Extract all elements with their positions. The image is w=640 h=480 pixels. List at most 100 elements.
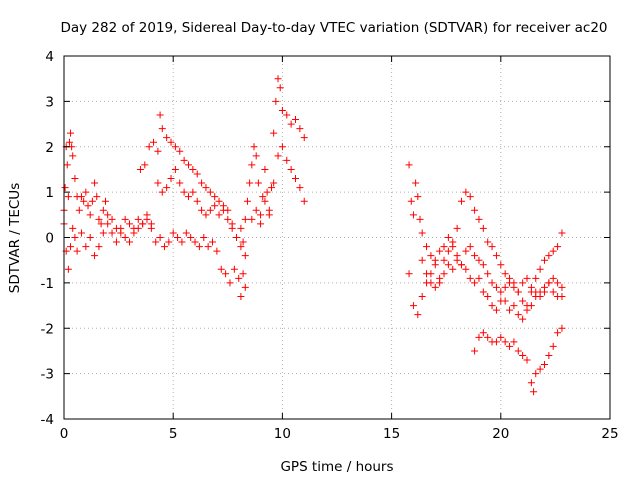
data-point <box>276 84 284 92</box>
data-point <box>532 292 540 300</box>
data-point <box>462 265 470 273</box>
data-point <box>237 243 245 251</box>
data-point <box>261 197 269 205</box>
y-tick-labels: -4 -3 -2 -1 0 1 2 3 4 <box>41 49 54 428</box>
data-point <box>237 224 245 232</box>
data-point <box>126 220 134 228</box>
data-point <box>510 302 518 310</box>
data-point <box>479 288 487 296</box>
x-tick-label: 0 <box>60 426 69 442</box>
data-point <box>267 184 275 192</box>
data-point <box>407 197 415 205</box>
data-point <box>180 156 188 164</box>
data-point <box>292 116 300 124</box>
data-point <box>488 302 496 310</box>
data-point <box>239 270 247 278</box>
data-point <box>506 306 514 314</box>
data-point <box>405 270 413 278</box>
data-point <box>510 283 518 291</box>
data-point <box>263 188 271 196</box>
data-point <box>206 188 214 196</box>
x-tick-label: 25 <box>601 426 618 442</box>
data-point <box>536 288 544 296</box>
data-point <box>540 256 548 264</box>
data-point <box>156 111 164 119</box>
data-point <box>239 238 247 246</box>
data-point <box>160 243 168 251</box>
data-point <box>165 238 173 246</box>
data-point <box>278 143 286 151</box>
data-point <box>274 75 282 83</box>
data-point <box>202 184 210 192</box>
data-point <box>93 193 101 201</box>
data-point <box>414 193 422 201</box>
data-point <box>466 193 474 201</box>
data-point <box>540 361 548 369</box>
data-point <box>436 279 444 287</box>
data-point <box>134 224 142 232</box>
data-point <box>457 261 465 269</box>
data-point <box>554 243 562 251</box>
series-track-b <box>60 215 155 273</box>
data-point <box>248 215 256 223</box>
data-point <box>466 274 474 282</box>
data-point <box>270 179 278 187</box>
data-point <box>84 202 92 210</box>
y-tick-label: -4 <box>41 412 54 428</box>
data-point <box>510 338 518 346</box>
series-track-h <box>405 161 566 314</box>
data-point <box>488 243 496 251</box>
data-point <box>215 211 223 219</box>
series-track-d <box>154 165 236 228</box>
data-point <box>530 388 538 396</box>
data-point <box>270 129 278 137</box>
data-point <box>145 143 153 151</box>
data-point <box>523 306 531 314</box>
data-point <box>475 333 483 341</box>
data-point <box>418 292 426 300</box>
data-point <box>246 179 254 187</box>
data-point <box>549 274 557 282</box>
data-point <box>224 215 232 223</box>
data-point <box>261 165 269 173</box>
series-track-i <box>405 188 566 319</box>
data-point <box>545 351 553 359</box>
data-point <box>484 333 492 341</box>
data-point <box>217 265 225 273</box>
data-point <box>274 152 282 160</box>
series-track-j <box>418 243 566 323</box>
data-point <box>237 292 245 300</box>
data-point <box>506 342 514 350</box>
data-point <box>423 270 431 278</box>
grid-lines <box>64 56 610 419</box>
data-point <box>80 197 88 205</box>
chart-title: Day 282 of 2019, Sidereal Day-to-day VTE… <box>60 20 607 36</box>
data-point <box>152 238 160 246</box>
data-point <box>519 279 527 287</box>
data-point <box>292 175 300 183</box>
data-point <box>479 224 487 232</box>
data-point <box>272 97 280 105</box>
data-point <box>206 206 214 214</box>
data-point <box>287 120 295 128</box>
data-point <box>497 261 505 269</box>
data-point <box>471 206 479 214</box>
data-point <box>180 188 188 196</box>
data-point <box>154 147 162 155</box>
data-point <box>440 243 448 251</box>
data-point <box>254 179 262 187</box>
data-point <box>82 243 90 251</box>
data-point <box>536 265 544 273</box>
series-track-g <box>248 143 308 228</box>
data-point <box>91 252 99 260</box>
y-tick-label: 4 <box>45 49 54 65</box>
data-point <box>184 193 192 201</box>
data-point <box>501 297 509 305</box>
data-point <box>519 315 527 323</box>
data-point <box>184 161 192 169</box>
data-point <box>211 193 219 201</box>
data-point <box>545 279 553 287</box>
data-point <box>167 175 175 183</box>
data-point <box>554 279 562 287</box>
y-tick-label: -3 <box>41 367 54 383</box>
